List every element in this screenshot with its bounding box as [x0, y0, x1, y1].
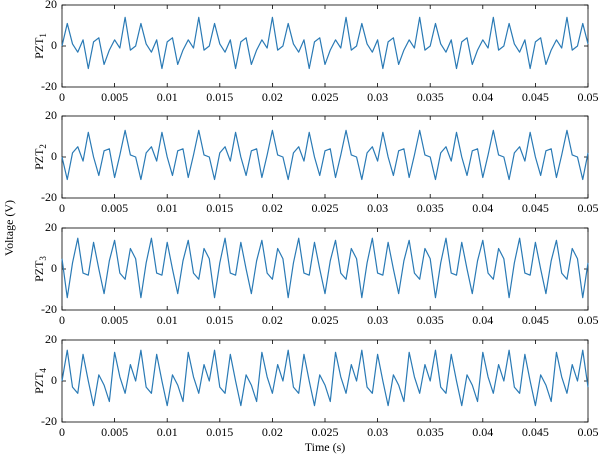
plot-frame: [61, 4, 589, 88]
x-tick-label: 0.04: [472, 425, 493, 439]
x-tick-label: 0.03: [367, 425, 388, 439]
x-tick-label: 0.01: [157, 201, 178, 215]
label-main: PZT: [32, 372, 46, 394]
y-tick-label: 20: [45, 108, 57, 122]
x-tick-label: 0.045: [522, 313, 549, 327]
x-tick-label: 0.015: [206, 201, 233, 215]
label-main: PZT: [32, 260, 46, 282]
x-tick-label: 0.03: [367, 90, 388, 104]
x-tick-label: 0.045: [522, 201, 549, 215]
x-tick-label: 0: [59, 90, 65, 104]
x-tick-label: 0.04: [472, 201, 493, 215]
x-tick-label: 0.025: [312, 201, 339, 215]
label-subscript: 4: [38, 368, 48, 373]
x-tick-label: 0.02: [262, 90, 283, 104]
y-tick-label: 0: [51, 261, 57, 275]
x-tick-label: 0.025: [312, 90, 339, 104]
y-tick-label: 0: [51, 38, 57, 52]
x-tick-label: 0.03: [367, 201, 388, 215]
panel-label: PZT3: [32, 256, 48, 282]
y-tick-label: 20: [45, 220, 57, 234]
label-main: PZT: [32, 148, 46, 170]
signal-line: [61, 16, 589, 70]
x-tick-label: 0.015: [206, 425, 233, 439]
y-tick-label: -20: [41, 79, 57, 93]
x-tick-label: 0.01: [157, 313, 178, 327]
signal-line: [61, 349, 589, 407]
x-tick-label: 0.045: [522, 90, 549, 104]
x-tick-label: 0.05: [578, 425, 599, 439]
x-tick-label: 0.045: [522, 425, 549, 439]
y-tick-label: 0: [51, 149, 57, 163]
x-tick-label: 0: [59, 313, 65, 327]
label-main: PZT: [32, 37, 46, 59]
panel-label: PZT4: [32, 368, 48, 394]
x-tick-label: 0.025: [312, 425, 339, 439]
x-tick-label: 0.01: [157, 90, 178, 104]
panel-label: PZT2: [32, 144, 48, 170]
x-axis-label: Time (s): [305, 440, 346, 454]
x-tick-label: 0.05: [578, 90, 599, 104]
x-tick-label: 0.035: [417, 313, 444, 327]
y-tick-label: -20: [41, 190, 57, 204]
x-tick-label: 0.035: [417, 425, 444, 439]
x-tick-label: 0.04: [472, 90, 493, 104]
x-tick-label: 0.015: [206, 313, 233, 327]
plot-frame: [61, 115, 589, 199]
x-tick-label: 0.01: [157, 425, 178, 439]
x-tick-label: 0: [59, 425, 65, 439]
panel-label: PZT1: [32, 33, 48, 59]
x-tick-label: 0.02: [262, 425, 283, 439]
y-tick-label: 20: [45, 0, 57, 11]
label-subscript: 2: [38, 144, 48, 149]
y-axis-label: Voltage (V): [2, 200, 16, 256]
x-tick-label: 0.02: [262, 201, 283, 215]
x-tick-label: 0.05: [578, 313, 599, 327]
label-subscript: 1: [38, 33, 48, 38]
signal-line: [61, 129, 589, 181]
x-tick-label: 0.02: [262, 313, 283, 327]
x-tick-label: 0: [59, 201, 65, 215]
y-tick-label: -20: [41, 414, 57, 428]
x-tick-label: 0.015: [206, 90, 233, 104]
x-tick-label: 0.005: [101, 313, 128, 327]
signal-line: [61, 237, 589, 299]
y-tick-label: 20: [45, 332, 57, 346]
y-tick-label: -20: [41, 302, 57, 316]
y-tick-label: 0: [51, 373, 57, 387]
x-tick-label: 0.005: [101, 425, 128, 439]
x-tick-label: 0.05: [578, 201, 599, 215]
x-tick-label: 0.005: [101, 201, 128, 215]
x-tick-label: 0.025: [312, 313, 339, 327]
x-tick-label: 0.035: [417, 90, 444, 104]
label-subscript: 3: [38, 256, 48, 261]
x-tick-label: 0.03: [367, 313, 388, 327]
x-tick-label: 0.005: [101, 90, 128, 104]
x-tick-label: 0.04: [472, 313, 493, 327]
x-tick-label: 0.035: [417, 201, 444, 215]
